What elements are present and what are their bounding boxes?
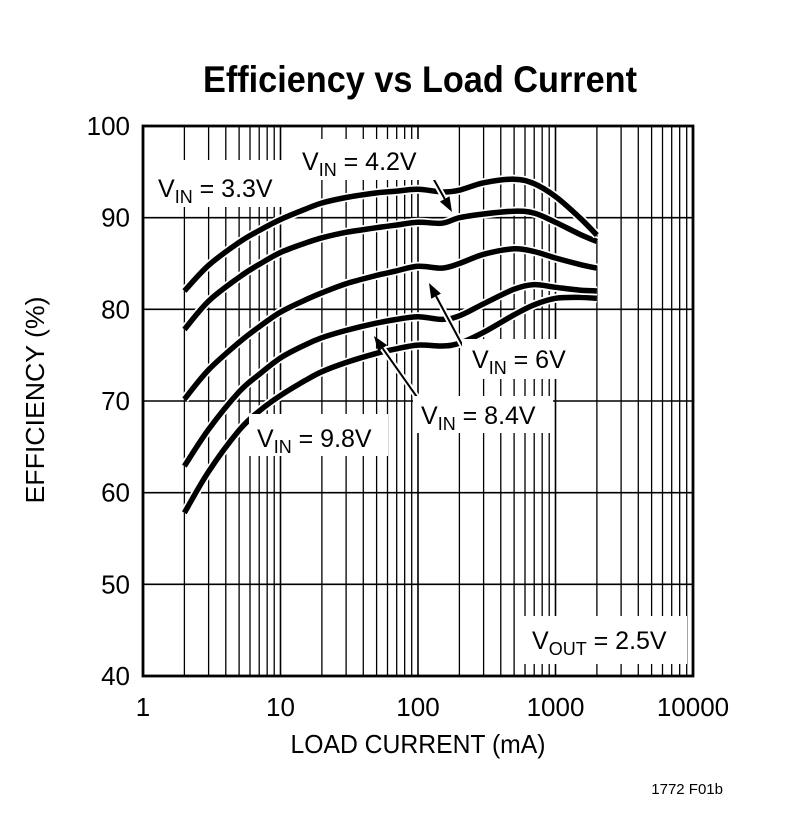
annotation-label-box	[149, 160, 286, 207]
y-axis-label: EFFICIENCY (%)	[20, 297, 50, 504]
x-tick-label: 100	[396, 692, 439, 722]
annotation-label-vin-4.2: VIN = 4.2V	[302, 148, 417, 180]
annotation-value-text: = 6V	[507, 346, 566, 374]
y-tick-label: 100	[87, 111, 130, 141]
annotation-value-text: = 2.5V	[587, 627, 667, 655]
x-tick-label: 1000	[527, 692, 585, 722]
y-tick-label: 80	[101, 294, 130, 324]
annotation-label-vin-3.3: VIN = 3.3V	[158, 175, 273, 207]
annotation-label-vin-9.8: VIN = 9.8V	[257, 425, 372, 457]
annotation-subscript: IN	[438, 414, 456, 434]
arrow-head	[374, 336, 388, 352]
annotation-main-text: V	[158, 175, 175, 203]
annotation-main-text: V	[532, 627, 549, 655]
annotation-value-text: = 8.4V	[456, 402, 536, 430]
x-axis-label: LOAD CURRENT (mA)	[291, 729, 546, 759]
annotation-subscript: OUT	[549, 639, 587, 659]
annotation-main-text: V	[302, 148, 319, 176]
annotation-label-vout: VOUT = 2.5V	[532, 627, 667, 659]
arrow-head	[429, 283, 441, 299]
arrow-head	[439, 196, 452, 212]
y-tick-label: 60	[101, 478, 130, 508]
plot-frame	[141, 124, 695, 678]
figure-number: 1772 F01b	[651, 781, 723, 798]
y-tick-label: 50	[101, 569, 130, 599]
curve	[182, 176, 599, 293]
x-tick-label: 10000	[657, 692, 729, 722]
annotation-label-box	[249, 414, 388, 456]
curve	[182, 245, 598, 401]
annotation-subscript: IN	[489, 358, 507, 378]
annotation-main-text: V	[421, 402, 438, 430]
annotation-label-box	[413, 396, 553, 433]
annotation-label-vin-6: VIN = 6V	[472, 346, 566, 378]
annotation-value-text: = 3.3V	[193, 175, 273, 203]
grid-lines	[143, 126, 693, 676]
annotation-subscript: IN	[274, 437, 292, 457]
y-tick-label: 90	[101, 203, 130, 233]
x-tick-label: 1	[136, 692, 150, 722]
curve	[182, 281, 598, 468]
annotation-main-text: V	[257, 425, 274, 453]
annotation-label-box	[524, 616, 687, 664]
chart-title: Efficiency vs Load Current	[203, 59, 637, 100]
y-tick-label: 70	[101, 386, 130, 416]
annotation-value-text: = 9.8V	[292, 425, 372, 453]
data-curves	[180, 174, 601, 516]
annotation-label-vin-8.4: VIN = 8.4V	[421, 402, 536, 434]
annotation-subscript: IN	[175, 187, 193, 207]
curve	[182, 208, 598, 332]
annotation-label-box	[294, 139, 435, 180]
curve	[182, 294, 598, 515]
annotation-label-box	[462, 339, 581, 379]
x-tick-label: 10	[266, 692, 295, 722]
plot-border	[141, 124, 695, 678]
annotation-value-text: = 4.2V	[337, 148, 417, 176]
y-tick-label: 40	[101, 661, 130, 691]
annotation-subscript: IN	[319, 160, 337, 180]
annotation-main-text: V	[472, 346, 489, 374]
arrow-shaft	[435, 295, 467, 353]
